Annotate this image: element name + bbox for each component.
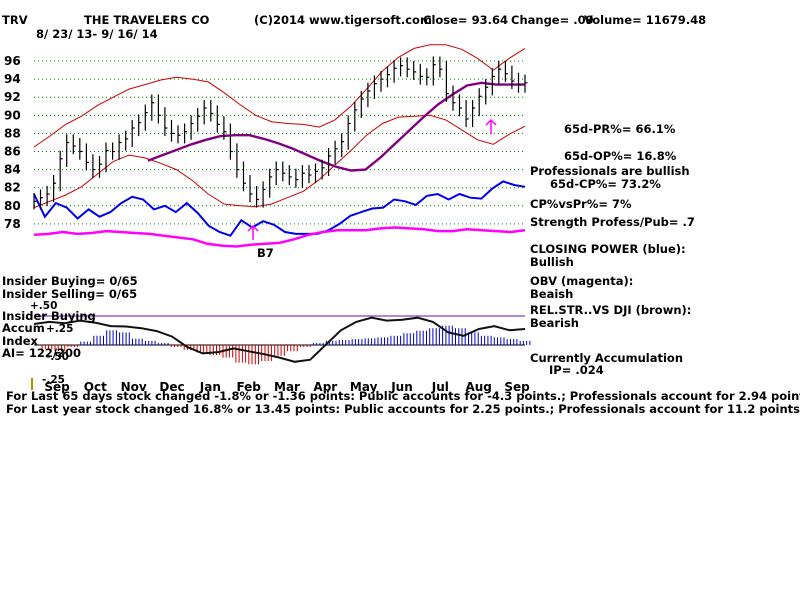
- rel-strength-state: Bearish: [530, 316, 579, 330]
- buy-arrow-aug: [485, 118, 497, 134]
- accum-scale-minus50: -.50: [46, 351, 69, 363]
- close-price: Close= 93.64: [423, 13, 508, 27]
- closing-power-state: Bullish: [530, 255, 574, 269]
- y-tick-78: 78: [4, 217, 21, 231]
- footer-65-days: For Last 65 days stock changed -1.8% or …: [6, 389, 800, 403]
- y-tick-96: 96: [4, 54, 21, 68]
- pr-percent: 65d-PR%= 66.1%: [564, 122, 676, 136]
- op-percent: 65d-OP%= 16.8%: [564, 149, 677, 163]
- accum-scale-plus50: +.50: [30, 300, 57, 312]
- x-axis-tick-labels: Sep Oct Nov Dec Jan Feb Mar Apr May Jun Jul Aug Sep: [44, 380, 530, 394]
- x-tick-sep-12: Sep: [504, 380, 530, 394]
- y-tick-88: 88: [4, 126, 21, 140]
- x-tick-may-8: May: [350, 380, 378, 394]
- cp-percent: 65d-CP%= 73.2%: [550, 177, 661, 191]
- rel-strength-line: [33, 316, 526, 363]
- cp-vs-pr: CP%vsPr%= 7%: [530, 197, 632, 211]
- volume: Volume= 11679.48: [584, 13, 706, 27]
- y-axis-tick-labels: 96 94 92 90 88 86 84 82 80 78: [4, 54, 21, 231]
- moving-average-line: [147, 81, 525, 172]
- company-name: THE TRAVELERS CO: [84, 13, 210, 27]
- ticker-symbol: TRV: [2, 13, 28, 27]
- copyright-notice: (C)2014 www.tigersoft.com: [254, 13, 432, 27]
- insider-selling: Insider Selling= 0/65: [2, 287, 137, 301]
- obv-state: Beaish: [530, 287, 573, 301]
- footer-last-year: For Last year stock changed 16.8% or 13.…: [6, 402, 800, 416]
- y-tick-84: 84: [4, 163, 21, 177]
- y-tick-94: 94: [4, 72, 21, 86]
- y-tick-90: 90: [4, 108, 21, 122]
- obv-line: [33, 226, 526, 248]
- y-tick-80: 80: [4, 199, 21, 213]
- orange-marker: [31, 378, 33, 390]
- x-tick-aug-11: Aug: [465, 380, 491, 394]
- x-tick-oct-1: Oct: [84, 380, 107, 394]
- indicator-lines: [33, 44, 526, 363]
- index-label: Index: [2, 334, 38, 348]
- y-tick-82: 82: [4, 181, 21, 195]
- bollinger-upper-line: [33, 44, 526, 148]
- date-range: 8/ 23/ 13- 9/ 16/ 14: [36, 27, 158, 41]
- ip-value: IP= .024: [549, 363, 604, 377]
- y-tick-86: 86: [4, 145, 21, 159]
- x-tick-feb-5: Feb: [236, 380, 261, 394]
- accum-scale-minus25: -.25: [42, 374, 65, 386]
- accum-label: Accum: [2, 321, 45, 335]
- x-tick-dec-3: Dec: [159, 380, 184, 394]
- rel-strength-label: REL.STR..VS DJI (brown):: [530, 303, 691, 317]
- x-tick-mar-6: Mar: [274, 380, 300, 394]
- x-tick-apr-7: Apr: [313, 380, 337, 394]
- bollinger-lower-line: [33, 114, 526, 209]
- price-change: Change= .09: [511, 13, 594, 27]
- accum-scale-plus25: +.25: [46, 323, 73, 335]
- y-tick-92: 92: [4, 90, 21, 104]
- ai-value: AI= 122/200: [2, 346, 81, 360]
- accumulation-status: Currently Accumulation: [530, 351, 683, 365]
- closing-power-label: CLOSING POWER (blue):: [530, 242, 686, 256]
- x-tick-jul-10: Jul: [431, 380, 449, 394]
- professionals-status: Professionals are bullish: [530, 164, 690, 178]
- strength-ratio: Strength Profess/Pub= .7: [530, 215, 695, 229]
- x-tick-jan-4: Jan: [199, 380, 221, 394]
- obv-label: OBV (magenta):: [530, 274, 633, 288]
- price-bars: [33, 56, 528, 210]
- x-tick-jun-9: Jun: [390, 380, 413, 394]
- signal-b7: B7: [257, 246, 274, 260]
- x-tick-nov-2: Nov: [121, 380, 147, 394]
- buy-arrow-jan: [247, 224, 259, 240]
- insider-buying: Insider Buying= 0/65: [2, 274, 138, 288]
- insider-buying-label: Insider Buying: [2, 309, 96, 323]
- x-tick-sep-0: Sep: [44, 380, 70, 394]
- closing-power-line: [33, 180, 526, 237]
